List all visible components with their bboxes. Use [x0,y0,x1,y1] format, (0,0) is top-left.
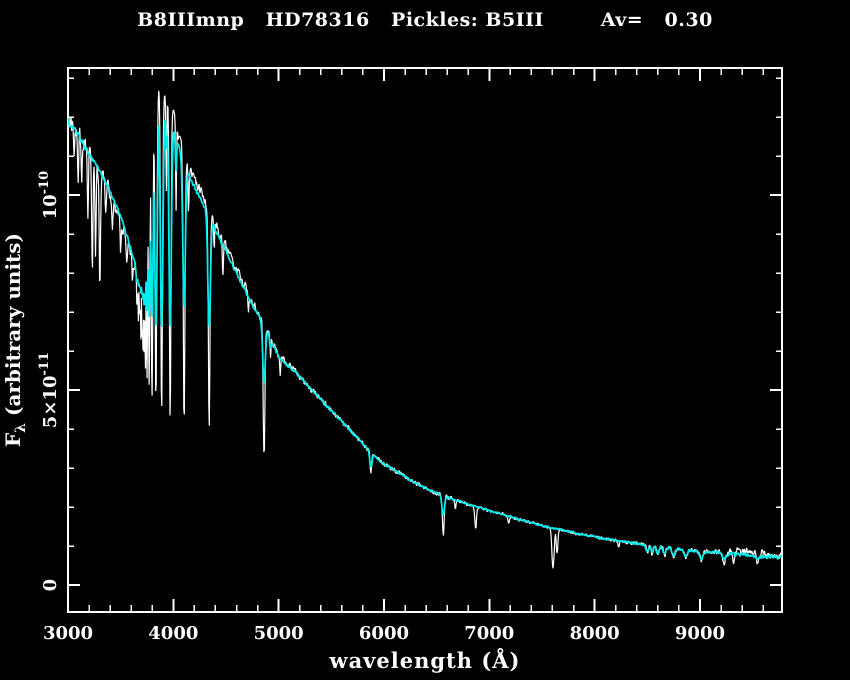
x-tick-label: 9000 [675,623,725,644]
chart-title: B8IIImnp HD78316 Pickles: B5III Av= 0.30 [137,9,713,31]
x-tick-label: 5000 [254,623,304,644]
y-tick-label: 10-10 [37,171,61,220]
y-tick-label: 0 [40,579,61,592]
y-tick-label: 5×10-11 [37,352,61,428]
plot-frame [67,67,783,613]
x-tick-label: 4000 [148,623,198,644]
x-tick-label: 6000 [359,623,409,644]
y-axis-label: Fλ (arbitrary units) [1,233,29,447]
x-axis-label: wavelength (Å) [329,648,521,673]
template-spectrum-path [67,118,783,561]
x-tick-label: 8000 [570,623,620,644]
x-tick-label: 3000 [43,623,93,644]
x-tick-label: 7000 [464,623,514,644]
